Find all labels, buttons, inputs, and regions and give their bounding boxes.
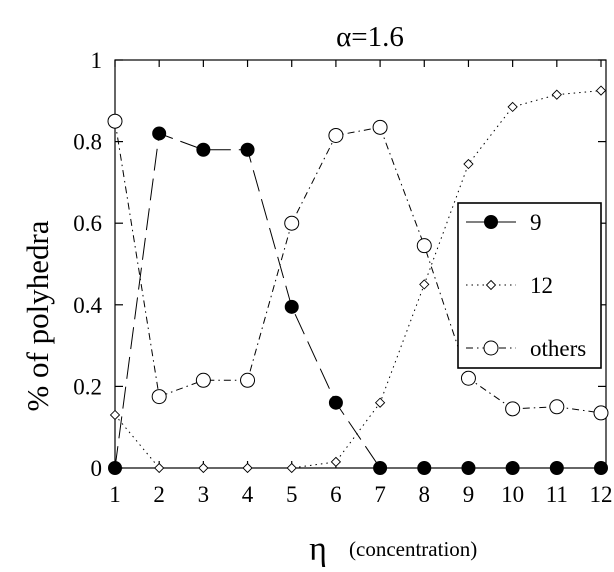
point-9 — [196, 142, 211, 157]
x-tick-label: 4 — [242, 482, 254, 507]
point-others — [505, 401, 521, 417]
legend-marker — [485, 279, 497, 291]
point-12 — [463, 158, 474, 170]
point-others — [240, 372, 256, 388]
point-12 — [330, 456, 342, 468]
point-9 — [152, 126, 167, 141]
point-12 — [551, 89, 562, 100]
point-others — [549, 399, 565, 415]
point-12 — [198, 462, 209, 474]
point-12 — [595, 85, 607, 96]
point-9 — [594, 461, 608, 475]
legend-box — [457, 202, 602, 369]
point-9 — [549, 461, 564, 475]
y-axis-label: % of polyhedra — [20, 220, 55, 411]
series-line-others — [114, 121, 602, 414]
point-others — [460, 370, 476, 386]
series-line-12 — [114, 90, 602, 469]
point-12 — [507, 101, 518, 113]
point-9 — [328, 395, 343, 410]
point-9 — [373, 461, 388, 475]
x-axis: 1 2 3 4 5 6 7 8 9 10 11 12 — [109, 60, 613, 507]
point-12 — [109, 409, 121, 421]
point-12 — [374, 397, 386, 408]
point-12 — [242, 462, 253, 474]
x-axis-label: (concentration) — [349, 537, 477, 561]
y-tick-label: 0.2 — [73, 374, 102, 399]
point-9 — [461, 461, 476, 475]
point-9 — [240, 142, 255, 157]
series-line-9 — [114, 132, 601, 469]
point-others — [593, 405, 609, 421]
point-others — [284, 215, 300, 231]
x-tick-label: 10 — [501, 482, 524, 507]
legend-label: 12 — [530, 273, 553, 298]
y-tick-label: 0.8 — [73, 130, 102, 155]
x-tick-label: 9 — [463, 482, 475, 507]
x-tick-label: 2 — [153, 482, 165, 507]
point-9 — [284, 299, 299, 314]
point-9 — [417, 461, 432, 475]
point-9 — [108, 461, 122, 475]
point-12 — [286, 462, 297, 474]
x-tick-label: 1 — [109, 482, 121, 507]
legend-label: others — [530, 336, 586, 361]
legend-label: 9 — [530, 210, 542, 235]
point-12 — [154, 462, 165, 474]
point-others — [107, 113, 123, 129]
y-axis: 0 0.2 0.4 0.6 0.8 1 — [73, 48, 606, 481]
x-axis-symbol: η — [309, 531, 327, 568]
point-others — [372, 119, 388, 135]
point-others — [151, 389, 167, 405]
x-tick-label: 8 — [419, 482, 431, 507]
chart-title: α=1.6 — [336, 21, 404, 53]
point-others — [328, 127, 344, 143]
y-tick-label: 0.4 — [73, 293, 102, 318]
x-tick-label: 12 — [590, 482, 613, 507]
plot-frame — [114, 59, 607, 469]
x-tick-label: 7 — [374, 482, 386, 507]
point-others — [416, 238, 432, 254]
series-lines — [114, 90, 602, 469]
legend: 9 12 others — [457, 202, 602, 369]
legend-marker — [484, 215, 498, 229]
series-markers — [107, 85, 609, 475]
y-tick-label: 0 — [91, 456, 103, 481]
x-tick-label: 11 — [546, 482, 568, 507]
legend-marker — [483, 340, 499, 356]
y-tick-label: 0.6 — [73, 211, 102, 236]
x-tick-label: 3 — [198, 482, 210, 507]
point-9 — [505, 461, 520, 475]
x-tick-label: 6 — [330, 482, 342, 507]
point-12 — [419, 279, 430, 290]
y-tick-label: 1 — [91, 48, 103, 73]
point-others — [195, 372, 211, 388]
x-tick-label: 5 — [286, 482, 298, 507]
